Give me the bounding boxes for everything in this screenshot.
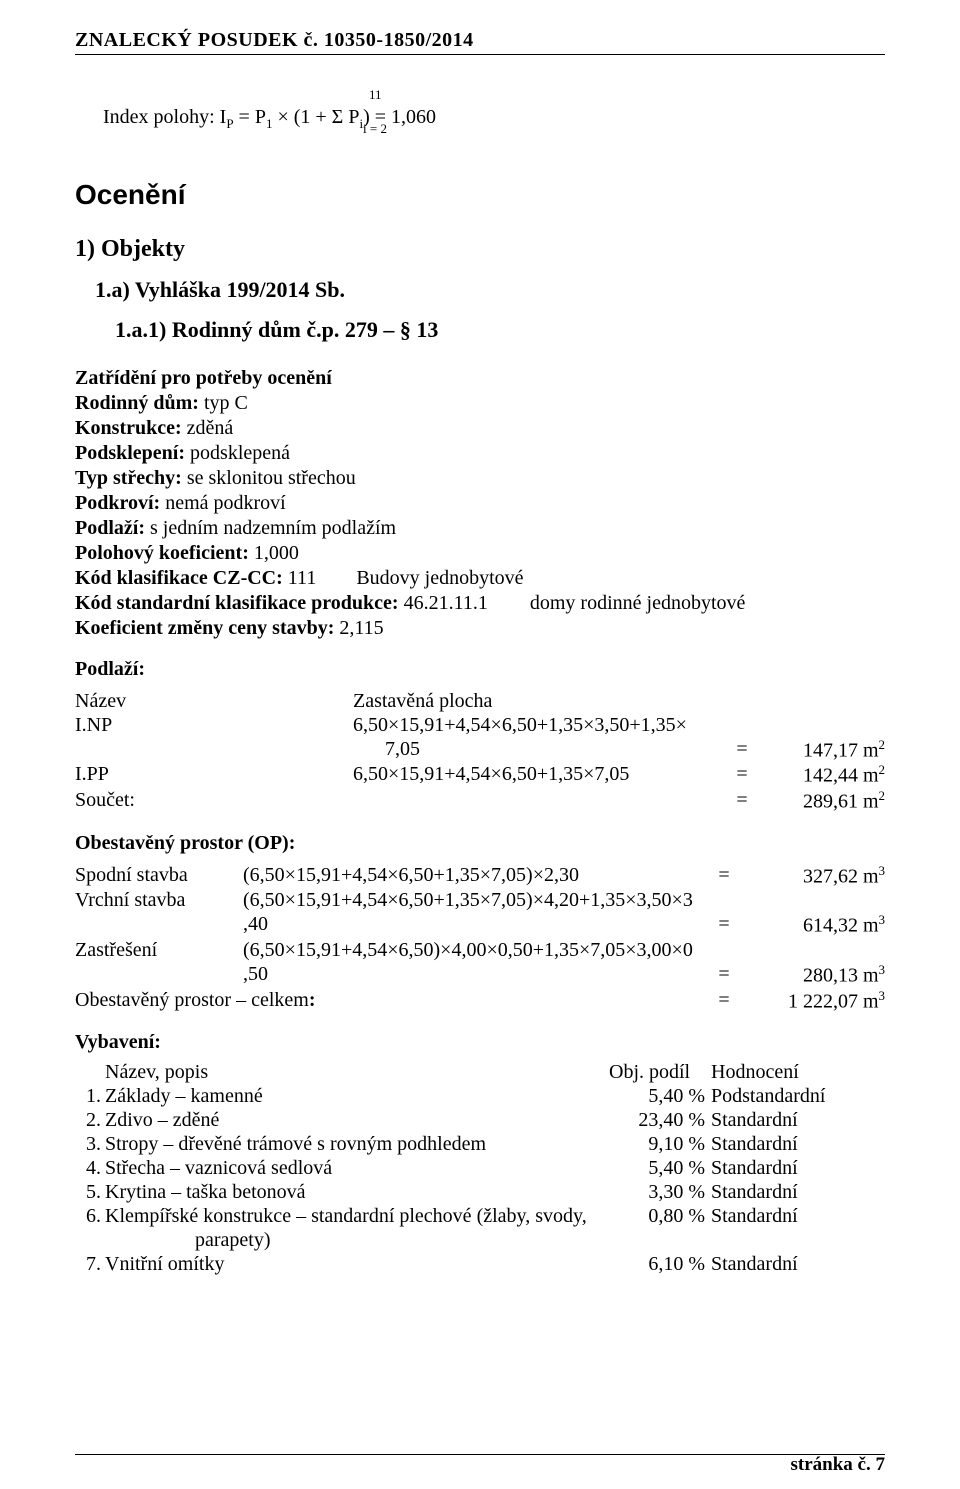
prop-row: Polohový koeficient: 1,000: [75, 541, 885, 565]
vyb-row: 6. Klempířské konstrukce – standardní pl…: [75, 1204, 885, 1228]
koef-row: Koeficient změny ceny stavby: 2,115: [75, 616, 885, 640]
subhead-podlazi: Podlaží:: [75, 657, 885, 681]
footer-rule: [75, 1454, 885, 1455]
prop-row: Rodinný dům: typ C: [75, 391, 885, 415]
header-rule: [75, 54, 885, 55]
plocha-row: I.PP 6,50×15,91+4,54×6,50+1,35×7,05 = 14…: [75, 762, 885, 788]
heading-objekty: 1) Objekty: [75, 235, 885, 264]
vyb-row: 2. Zdivo – zděné 23,40 % Standardní: [75, 1108, 885, 1132]
op-row-cont: ,50 = 280,13 m3: [75, 962, 885, 988]
prop-row: Podkroví: nemá podkroví: [75, 491, 885, 515]
subhead-vybaveni: Vybavení:: [75, 1030, 885, 1054]
vyb-row-cont: parapety): [75, 1228, 885, 1252]
op-sum: Obestavěný prostor – celkem: = 1 222,07 …: [75, 988, 885, 1014]
prop-row: Typ střechy: se sklonitou střechou: [75, 466, 885, 490]
subhead-zatrideni: Zatřídění pro potřeby ocenění: [75, 366, 885, 390]
plocha-row-cont: 7,05 = 147,17 m2: [75, 737, 885, 763]
heading-vyhlaska: 1.a) Vyhláška 199/2014 Sb.: [95, 277, 885, 303]
doc-header: ZNALECKÝ POSUDEK č. 10350-1850/2014: [75, 28, 885, 52]
plocha-header: Název Zastavěná plocha: [75, 689, 885, 713]
vyb-row: 5. Krytina – taška betonová 3,30 % Stand…: [75, 1180, 885, 1204]
page-number: stránka č. 7: [791, 1454, 885, 1477]
index-polohy: Index polohy: IP = P1 × (1 + Σ Pi) = 1,0…: [103, 105, 885, 132]
kod-std-row: Kód standardní klasifikace produkce: 46.…: [75, 591, 885, 615]
prop-row: Podlaží: s jedním nadzemním podlažím: [75, 516, 885, 540]
vyb-header: Název, popis Obj. podíl Hodnocení: [75, 1060, 885, 1084]
prop-row: Podsklepení: podsklepená: [75, 441, 885, 465]
op-row: Spodní stavba (6,50×15,91+4,54×6,50+1,35…: [75, 863, 885, 889]
sigma-upper: 11: [369, 87, 382, 103]
kod-cc-row: Kód klasifikace CZ-CC: 111 Budovy jednob…: [75, 566, 885, 590]
plocha-row: I.NP 6,50×15,91+4,54×6,50+1,35×3,50+1,35…: [75, 713, 885, 737]
op-row: Vrchní stavba (6,50×15,91+4,54×6,50+1,35…: [75, 888, 885, 912]
heading-oceneni: Ocenění: [75, 178, 885, 212]
op-row-cont: ,40 = 614,32 m3: [75, 912, 885, 938]
index-text: Index polohy: I: [103, 106, 226, 128]
vyb-row: 3. Stropy – dřevěné trámové s rovným pod…: [75, 1132, 885, 1156]
prop-row: Konstrukce: zděná: [75, 416, 885, 440]
heading-rodinny-dum: 1.a.1) Rodinný dům č.p. 279 – § 13: [115, 317, 885, 343]
sigma-lower: i = 2: [363, 121, 387, 137]
vyb-row: 1. Základy – kamenné 5,40 % Podstandardn…: [75, 1084, 885, 1108]
vyb-row: 4. Střecha – vaznicová sedlová 5,40 % St…: [75, 1156, 885, 1180]
plocha-sum: Součet: = 289,61 m2: [75, 788, 885, 814]
op-row: Zastřešení (6,50×15,91+4,54×6,50)×4,00×0…: [75, 938, 885, 962]
subhead-op: Obestavěný prostor (OP):: [75, 831, 885, 855]
vyb-row: 7. Vnitřní omítky 6,10 % Standardní: [75, 1252, 885, 1276]
